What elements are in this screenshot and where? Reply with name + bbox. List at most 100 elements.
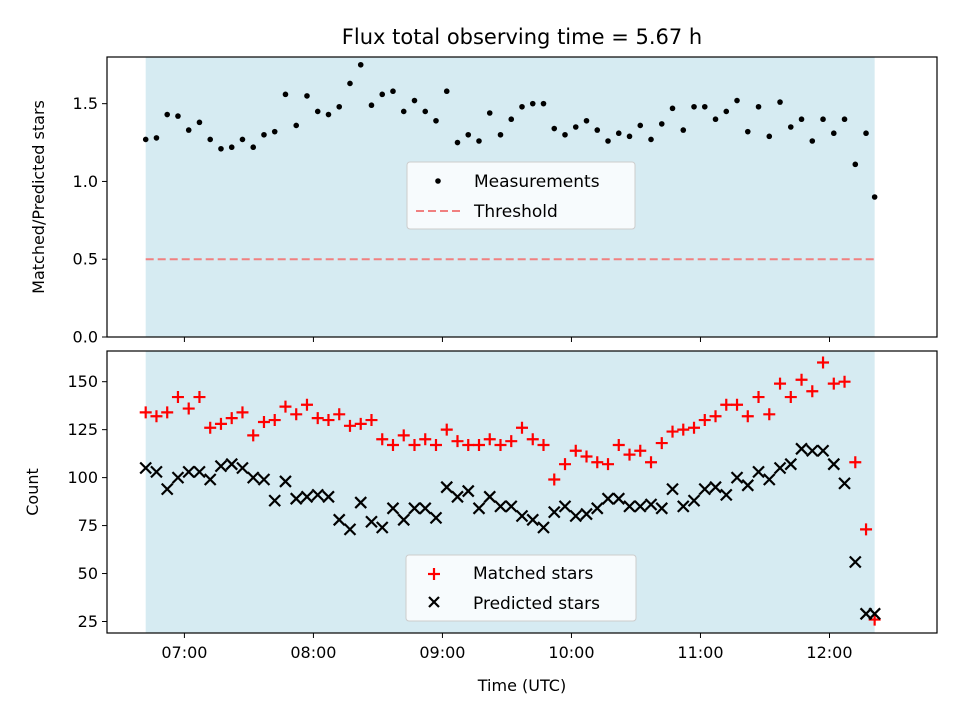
measurement-point [293,122,300,129]
bottom-x-ticks: 07:00 08:00 09:00 10:00 11:00 12:00 [161,633,853,662]
measurement-point [551,125,558,132]
predicted-star-point [193,465,206,479]
legend-predicted-marker [428,596,440,608]
measurement-point [648,136,654,143]
matched-star-point [139,406,152,419]
measurement-point [777,99,783,105]
matched-star-point [161,406,174,419]
predicted-star-point [375,521,389,534]
bottom-y-tick-label: 125 [67,420,98,439]
top-y-tick-label: 0.0 [73,328,98,347]
top-y-tick-label: 0.5 [73,250,98,269]
matched-star-point [505,435,518,448]
matched-star-point [784,391,797,404]
predicted-stars-points [139,442,881,621]
predicted-star-point [203,473,217,486]
measurement-point [540,100,547,107]
predicted-star-point [397,513,411,527]
predicted-star-point [429,511,443,525]
predicted-star-point [171,471,185,484]
matched-star-point [602,458,615,471]
matched-star-point [483,433,496,446]
top-panel: 0.0 0.5 1.0 1.5 Matched/Predicted stars Mea… [29,56,938,347]
measurement-point [142,136,149,143]
predicted-star-point [279,475,292,488]
matched-star-point [720,398,733,411]
predicted-star-point [633,500,647,513]
matched-star-point [838,375,851,388]
measurement-point [809,138,816,144]
measurement-point [153,135,160,141]
bottom-y-tick-label: 75 [78,516,98,535]
matched-star-point [419,433,432,446]
matched-star-point [204,421,217,434]
measurement-point [497,131,504,138]
legend-predicted-label: Predicted stars [473,594,600,614]
matched-star-point [666,425,679,438]
measurement-point [637,122,644,129]
predicted-star-point [676,500,690,513]
matched-star-point [451,435,464,448]
measurement-point [218,145,224,152]
predicted-star-point [214,459,228,473]
measurement-point [519,103,525,110]
matched-star-point [516,421,528,434]
predicted-star-point [816,444,830,458]
matched-star-point [806,385,819,398]
measurement-point [379,91,386,98]
matched-star-point [537,439,550,451]
measurement-point [228,144,235,151]
matched-star-point [225,412,238,425]
matched-star-point [290,408,303,421]
matched-star-point [655,437,668,450]
matched-star-point [752,391,765,404]
measurement-point [357,61,364,68]
measurement-point [239,136,246,143]
matched-star-point [526,433,539,446]
predicted-star-point [623,500,636,513]
legend-matched-marker [428,568,440,580]
matched-star-point [698,414,711,427]
top-legend-box [406,161,636,230]
measurement-point [871,194,878,200]
top-x-ticks [183,337,830,342]
predicted-star-point [795,442,808,456]
predicted-star-point [332,513,346,527]
bottom-y-tick-label: 100 [67,468,98,487]
matched-star-point [763,408,776,421]
matched-star-point [247,429,260,442]
measurement-point [863,130,869,137]
predicted-star-point [150,465,163,479]
measurement-point [820,116,826,123]
matched-star-point [182,402,195,415]
matched-star-point [150,410,163,423]
predicted-star-point [289,492,303,505]
x-tick-label: 08:00 [290,643,336,662]
predicted-star-point [386,502,400,515]
measurement-point [852,161,859,168]
predicted-star-point [526,513,540,527]
matched-star-point [677,423,690,436]
predicted-star-point [719,488,733,502]
predicted-star-point [537,521,550,534]
legend-matched-label: Matched stars [473,564,593,584]
bottom-legend: Matched stars Predicted stars [405,554,637,622]
measurement-point [755,103,762,110]
measurement-point [422,108,429,115]
measurement-point [680,127,687,133]
matched-stars-points [139,356,881,626]
measurement-point [465,131,472,138]
matched-star-point [817,356,830,369]
bottom-y-tick-label: 150 [67,372,98,391]
predicted-star-point [644,498,658,511]
matched-star-point [193,391,206,404]
measurement-point [282,91,289,98]
predicted-star-point [763,473,776,486]
x-axis-label: Time (UTC) [477,676,566,695]
measurement-point [261,131,267,138]
predicted-star-point [558,500,572,513]
legend-measurements-label: Measurements [474,172,600,192]
predicted-star-point [343,523,357,536]
matched-star-point [634,444,647,457]
